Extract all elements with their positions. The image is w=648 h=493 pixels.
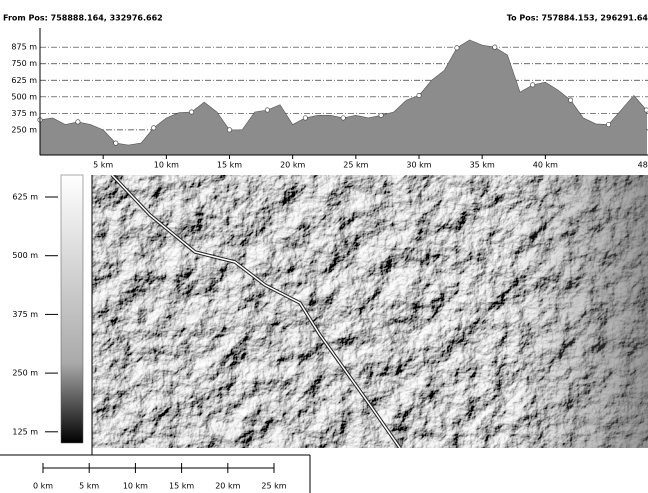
y-tick-label: 375 m [11, 109, 37, 118]
scale-label: 15 km [169, 482, 194, 491]
x-tick-label: 10 km [154, 161, 179, 170]
to-position: To Pos: 757884.153, 296291.64 [507, 14, 648, 23]
legend-label: 250 m [12, 369, 38, 378]
profile-vertex [113, 140, 119, 146]
scale-label: 10 km [123, 482, 148, 491]
profile-chart: 250 m 375 m 500 m 625 m 750 m 875 m 5 km 10 km 1… [11, 28, 648, 170]
y-tick-label: 750 m [11, 59, 37, 68]
legend: 625 m 500 m 375 m 250 m 125 m [12, 193, 58, 436]
profile-vertex [75, 119, 81, 125]
x-tick-label: 5 km [93, 161, 113, 170]
x-tick-label: 30 km [406, 161, 431, 170]
profile-vertex [643, 107, 648, 113]
profile-vertex [151, 125, 157, 131]
scale-label: 5 km [79, 482, 99, 491]
profile-vertex [189, 109, 195, 115]
scale-label: 25 km [261, 482, 286, 491]
map [92, 175, 648, 448]
x-tick-label: 35 km [470, 161, 495, 170]
x-tick-label: 40 km [533, 161, 558, 170]
y-tick-label: 625 m [11, 76, 37, 85]
scale-label: 0 km [33, 482, 53, 491]
x-tick-label: 48.6 km [638, 161, 648, 170]
color-ramp [60, 174, 84, 444]
legend-label: 125 m [12, 427, 38, 436]
profile-vertex [264, 107, 270, 113]
y-tick-label: 500 m [11, 92, 37, 101]
y-tick-label: 250 m [11, 125, 37, 134]
legend-label: 625 m [12, 193, 38, 202]
profile-vertex [227, 127, 233, 133]
profile-vertex [378, 112, 384, 118]
from-position: From Pos: 758888.164, 332976.662 [3, 14, 163, 23]
scale-bar: 0 km 5 km 10 km 15 km 20 km 25 km [33, 463, 287, 491]
scale-label: 20 km [215, 482, 240, 491]
x-tick-label: 25 km [343, 161, 368, 170]
profile-vertex [568, 97, 574, 103]
profile-area [39, 39, 647, 156]
x-tick-label: 20 km [280, 161, 305, 170]
route [111, 175, 401, 448]
profile-vertex [530, 82, 536, 88]
profile-vertex [454, 45, 460, 51]
legend-label: 375 m [12, 310, 38, 319]
legend-label: 500 m [12, 251, 38, 260]
profile-vertex [492, 44, 498, 50]
profile-vertex [416, 92, 422, 98]
profile-vertex [302, 115, 308, 121]
profile-vertex [606, 122, 612, 128]
y-tick-label: 875 m [11, 43, 37, 52]
profile-vertex [340, 115, 346, 121]
x-tick-label: 15 km [217, 161, 242, 170]
